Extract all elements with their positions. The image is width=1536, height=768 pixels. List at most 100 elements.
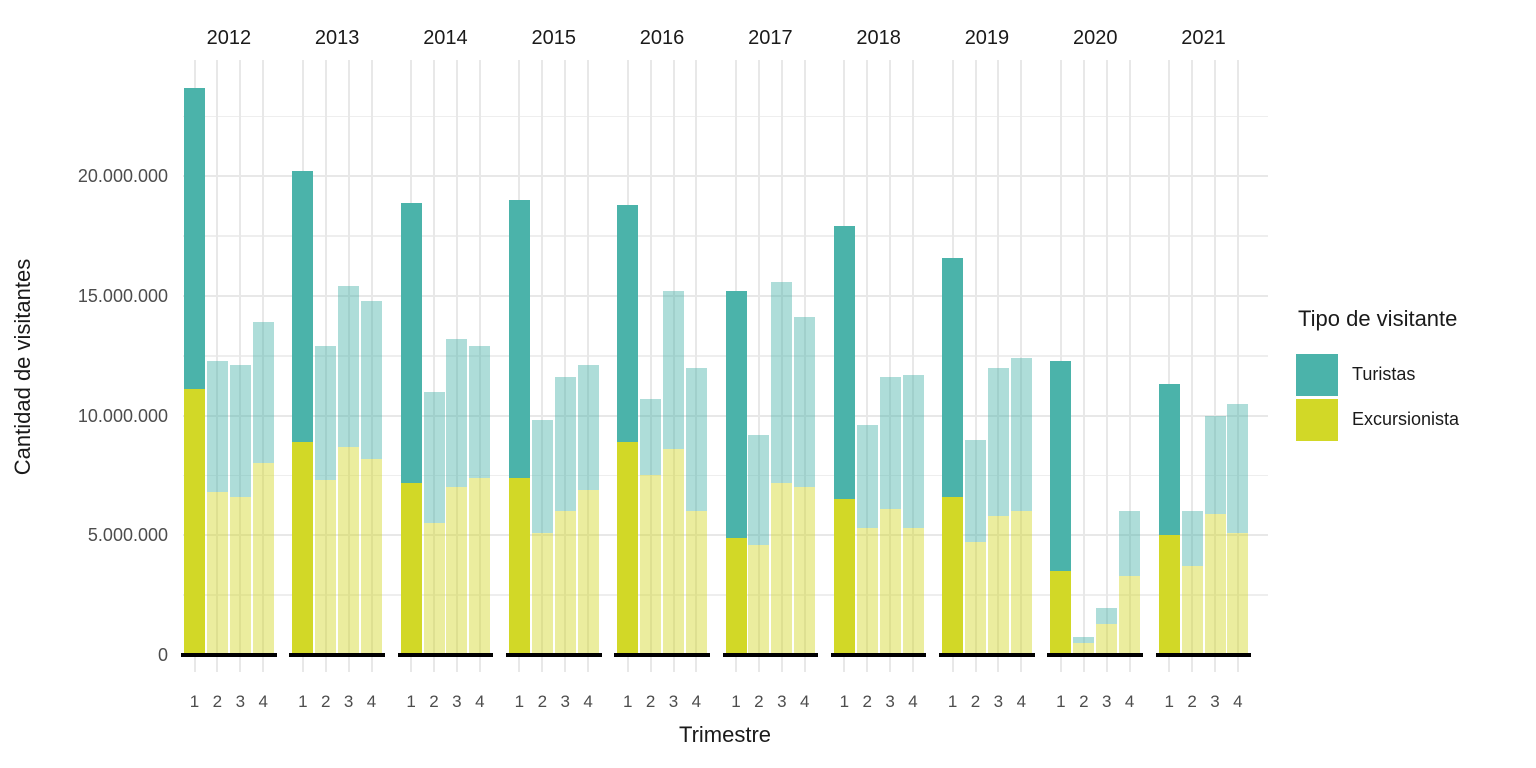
gridline-x-quarter bbox=[1191, 60, 1194, 672]
legend-item-excursionista: Excursionista bbox=[1292, 397, 1532, 442]
bar-segment-excursionista bbox=[1204, 513, 1226, 655]
gridline-x-quarter bbox=[216, 60, 219, 672]
gridline-x-quarter bbox=[803, 60, 806, 672]
bar-segment-turistas bbox=[794, 317, 816, 488]
facet-label-year: 2012 bbox=[206, 27, 252, 49]
bar-segment-excursionista bbox=[1010, 511, 1032, 655]
x-tick-label: 1 bbox=[839, 692, 850, 711]
gridline-minor-y bbox=[183, 235, 1268, 237]
legend-label-excursionista: Excursionista bbox=[1352, 409, 1460, 429]
bar-segment-turistas bbox=[879, 377, 901, 509]
bar-segment-excursionista bbox=[1158, 535, 1180, 655]
x-tick-label: 4 bbox=[691, 692, 702, 711]
facet-label-year: 2021 bbox=[1181, 27, 1226, 49]
x-tick-label: 1 bbox=[514, 692, 525, 711]
x-tick-label: 1 bbox=[731, 692, 741, 711]
bar-segment-turistas bbox=[1119, 511, 1141, 576]
legend-swatch-excursionista bbox=[1296, 398, 1338, 441]
axis-line-x bbox=[830, 653, 927, 657]
bar-segment-excursionista bbox=[965, 542, 986, 655]
bar-segment-excursionista bbox=[902, 528, 924, 655]
bar-segment-excursionista bbox=[229, 496, 251, 655]
legend-label-turistas: Turistas bbox=[1352, 364, 1416, 384]
bar-segment-turistas bbox=[1073, 637, 1095, 644]
bar-segment-excursionista bbox=[184, 389, 205, 655]
gridline-x-quarter bbox=[757, 60, 760, 672]
bar-segment-excursionista bbox=[338, 446, 360, 655]
x-tick-label: 2 bbox=[429, 692, 439, 711]
bar-segment-excursionista bbox=[577, 489, 599, 655]
bar-segment-excursionista bbox=[315, 480, 337, 655]
gridline-x-quarter bbox=[455, 60, 458, 672]
bar-segment-turistas bbox=[206, 360, 228, 493]
bar-segment-turistas bbox=[361, 300, 382, 459]
legend: Tipo de visitante Turistas Excursionista bbox=[1292, 306, 1532, 442]
x-tick-label: 3 bbox=[668, 692, 679, 711]
gridline-major-y bbox=[183, 175, 1268, 178]
y-tick-label: 15.000.000 bbox=[77, 285, 168, 306]
facet-label-year: 2016 bbox=[639, 27, 685, 49]
bar-segment-turistas bbox=[400, 202, 422, 483]
bar-segment-turistas bbox=[531, 420, 553, 533]
x-tick-label: 2 bbox=[537, 692, 548, 711]
y-tick-label: 20.000.000 bbox=[77, 166, 168, 187]
x-tick-label: 2 bbox=[320, 692, 331, 711]
x-tick-label: 4 bbox=[799, 692, 810, 711]
bar-segment-turistas bbox=[577, 365, 599, 490]
x-tick-label: 4 bbox=[1124, 692, 1135, 711]
gridline-x-quarter bbox=[866, 60, 869, 672]
bar-segment-turistas bbox=[423, 391, 445, 524]
x-tick-label: 3 bbox=[560, 692, 570, 711]
gridline-x-quarter bbox=[262, 60, 265, 672]
axis-line-x bbox=[939, 653, 1035, 657]
gridline-x-quarter bbox=[889, 60, 892, 672]
bar-segment-turistas bbox=[1227, 403, 1249, 533]
axis-line-x bbox=[397, 653, 494, 657]
bar-segment-excursionista bbox=[685, 511, 707, 655]
bar-segment-turistas bbox=[1096, 608, 1118, 624]
facet-label-year: 2014 bbox=[423, 27, 468, 49]
bar-segment-excursionista bbox=[469, 477, 491, 655]
bar-segment-turistas bbox=[229, 365, 251, 497]
bar-segment-turistas bbox=[640, 398, 662, 476]
bar-segment-excursionista bbox=[292, 441, 314, 655]
legend-item-turistas: Turistas bbox=[1292, 352, 1532, 397]
bar-segment-excursionista bbox=[361, 458, 382, 655]
x-tick-label: 3 bbox=[452, 692, 462, 711]
x-tick-label: 3 bbox=[777, 692, 787, 711]
bar-segment-turistas bbox=[469, 346, 491, 478]
bar-segment-excursionista bbox=[833, 499, 855, 655]
bar-segment-turistas bbox=[685, 367, 707, 512]
gridline-x-quarter bbox=[997, 60, 1000, 672]
bar-segment-turistas bbox=[725, 291, 747, 538]
bar-segment-turistas bbox=[748, 434, 770, 545]
gridline-x-quarter bbox=[780, 60, 783, 672]
legend-title: Tipo de visitante bbox=[1298, 306, 1458, 331]
facet-label-year: 2017 bbox=[748, 27, 793, 49]
bar-segment-excursionista bbox=[856, 528, 878, 655]
gridline-x-quarter bbox=[541, 60, 544, 672]
facet-label-year: 2013 bbox=[314, 27, 360, 49]
gridline-x-quarter bbox=[1105, 60, 1108, 672]
x-tick-label: 1 bbox=[1164, 692, 1174, 711]
axis-line-x bbox=[722, 653, 819, 657]
gridline-x-quarter bbox=[433, 60, 435, 672]
bar-segment-excursionista bbox=[531, 532, 553, 655]
gridline-x-quarter bbox=[347, 60, 350, 672]
x-tick-label: 2 bbox=[970, 692, 981, 711]
facet-label-year: 2015 bbox=[531, 27, 577, 49]
bar-segment-turistas bbox=[508, 200, 530, 478]
bar-segment-excursionista bbox=[987, 516, 1009, 655]
bar-segment-turistas bbox=[184, 87, 205, 390]
gridline-minor-y bbox=[183, 115, 1268, 118]
x-tick-label: 1 bbox=[406, 692, 416, 711]
bar-segment-turistas bbox=[833, 226, 855, 500]
gridline-x-quarter bbox=[649, 60, 652, 672]
y-axis-title: Cantidad de visitantes bbox=[10, 258, 35, 476]
bar-segment-turistas bbox=[252, 322, 274, 464]
gridline-x-quarter bbox=[672, 60, 675, 672]
x-tick-label: 3 bbox=[235, 692, 246, 711]
gridline-x-quarter bbox=[695, 60, 698, 672]
bar-segment-turistas bbox=[1204, 415, 1226, 514]
